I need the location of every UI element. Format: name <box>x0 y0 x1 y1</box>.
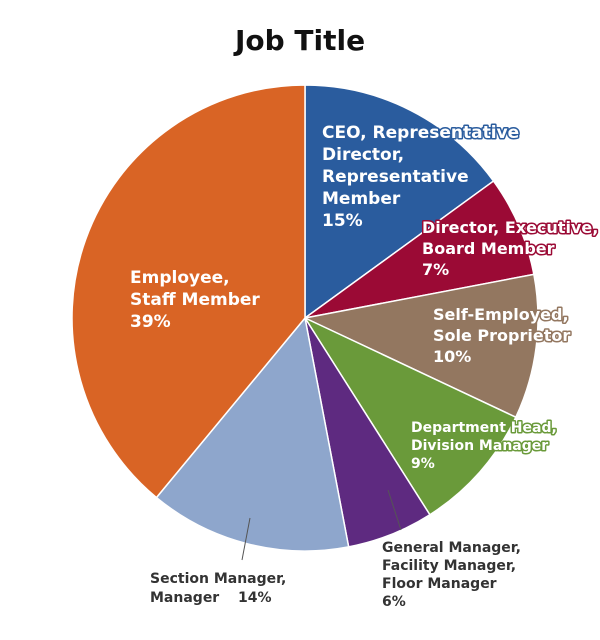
label-line: Self-Employed, <box>433 305 569 324</box>
value-label: 14% <box>238 590 272 606</box>
label-line: Floor Manager <box>382 576 497 592</box>
slice-label: Department Head, Division Manager <box>411 420 557 454</box>
label-line: Section Manager, <box>150 571 286 587</box>
label-line: General Manager, <box>382 540 521 556</box>
label-line: Division Manager <box>411 438 548 454</box>
label-line: Facility Manager, <box>382 558 516 574</box>
slice-label: CEO, Representative Director, Representati… <box>322 123 519 209</box>
slice-label: General Manager, Facility Manager, Floor M… <box>382 540 521 592</box>
leader-line <box>241 517 251 561</box>
chart-title: Job Title <box>233 24 365 57</box>
label-line: Manager <box>150 590 219 606</box>
label-line: Employee, <box>130 268 230 288</box>
pie-slice <box>155 316 350 552</box>
pie-slice <box>304 84 495 320</box>
pie-slice <box>304 179 535 319</box>
slice-label: Section Manager, Manager <box>150 571 286 606</box>
value-label: 7% <box>422 260 449 279</box>
label-line: Board Member <box>422 239 555 258</box>
slice-label: Self-Employed, Sole Proprietor <box>433 305 570 345</box>
slice-label: Director, Executive, Board Member <box>422 218 598 258</box>
label-line: Director, <box>322 145 404 165</box>
pie-slice <box>302 316 517 516</box>
value-label: 6% <box>382 594 406 610</box>
label-line: Representative <box>322 167 469 187</box>
label-line: Sole Proprietor <box>433 326 570 345</box>
value-label: 15% <box>322 211 363 231</box>
pie-slice <box>71 84 306 499</box>
label-line: Member <box>322 189 401 209</box>
value-label: 10% <box>433 347 471 366</box>
label-line: Staff Member <box>130 290 260 310</box>
value-label: 39% <box>130 312 171 332</box>
pie-slice <box>302 273 539 419</box>
leader-line <box>387 489 402 531</box>
label-line: Department Head, <box>411 420 557 436</box>
label-line: Director, Executive, <box>422 218 598 237</box>
slice-label: Employee, Staff Member <box>130 268 260 310</box>
label-line: CEO, Representative <box>322 123 519 143</box>
value-label: 9% <box>411 456 435 472</box>
